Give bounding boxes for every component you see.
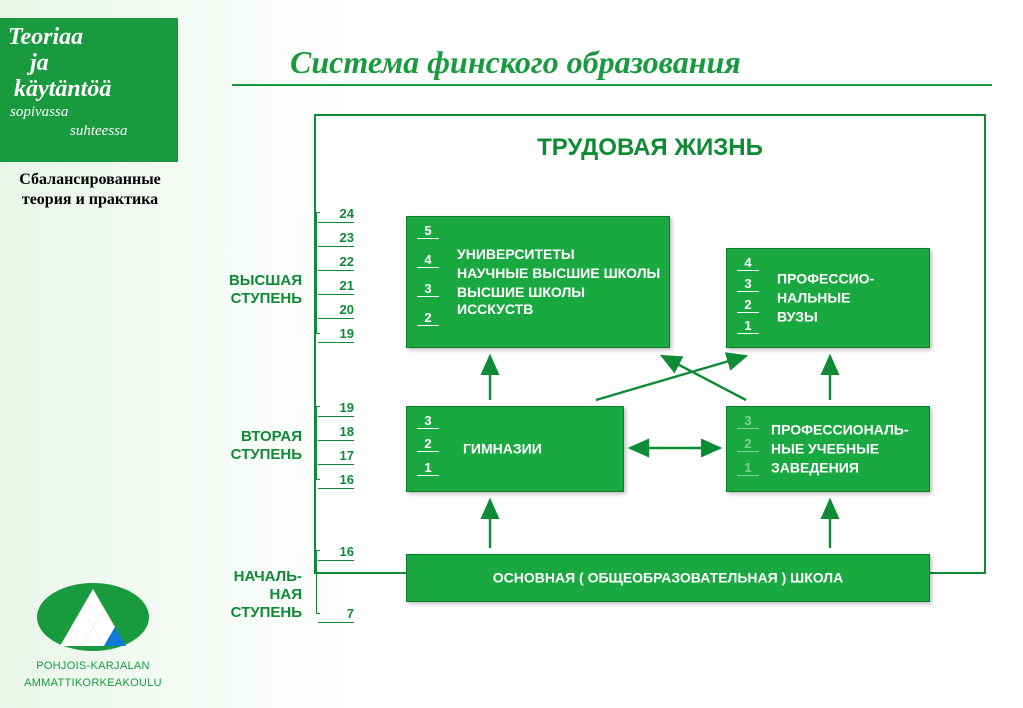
- diagram-canvas: ТРУДОВАЯ ЖИЗНЬ ВЫСШАЯСТУПЕНЬ ВТОРАЯСТУПЕ…: [190, 108, 1000, 692]
- sidebar-line: suhteessa: [8, 123, 170, 140]
- arrows-layer: [190, 108, 1000, 692]
- sidebar-brand-box: Teoriaa ja käytäntöä sopivassa suhteessa: [0, 18, 178, 162]
- org-name: AMMATTIKORKEAKOULU: [8, 677, 178, 690]
- sidebar-line: käytäntöä: [8, 76, 170, 102]
- sidebar-line: sopivassa: [8, 104, 170, 121]
- sidebar-line: Teoriaa: [8, 24, 170, 50]
- triangle-logo-icon: [33, 573, 153, 651]
- title-underline: [232, 84, 992, 86]
- page-title: Система финского образования: [290, 44, 741, 81]
- org-name: POHJOIS-KARJALAN: [8, 660, 178, 673]
- sidebar-line: ja: [8, 50, 170, 76]
- sidebar-caption: Сбалансированные теория и практика: [2, 170, 178, 210]
- org-logo: POHJOIS-KARJALAN AMMATTIKORKEAKOULU: [8, 573, 178, 690]
